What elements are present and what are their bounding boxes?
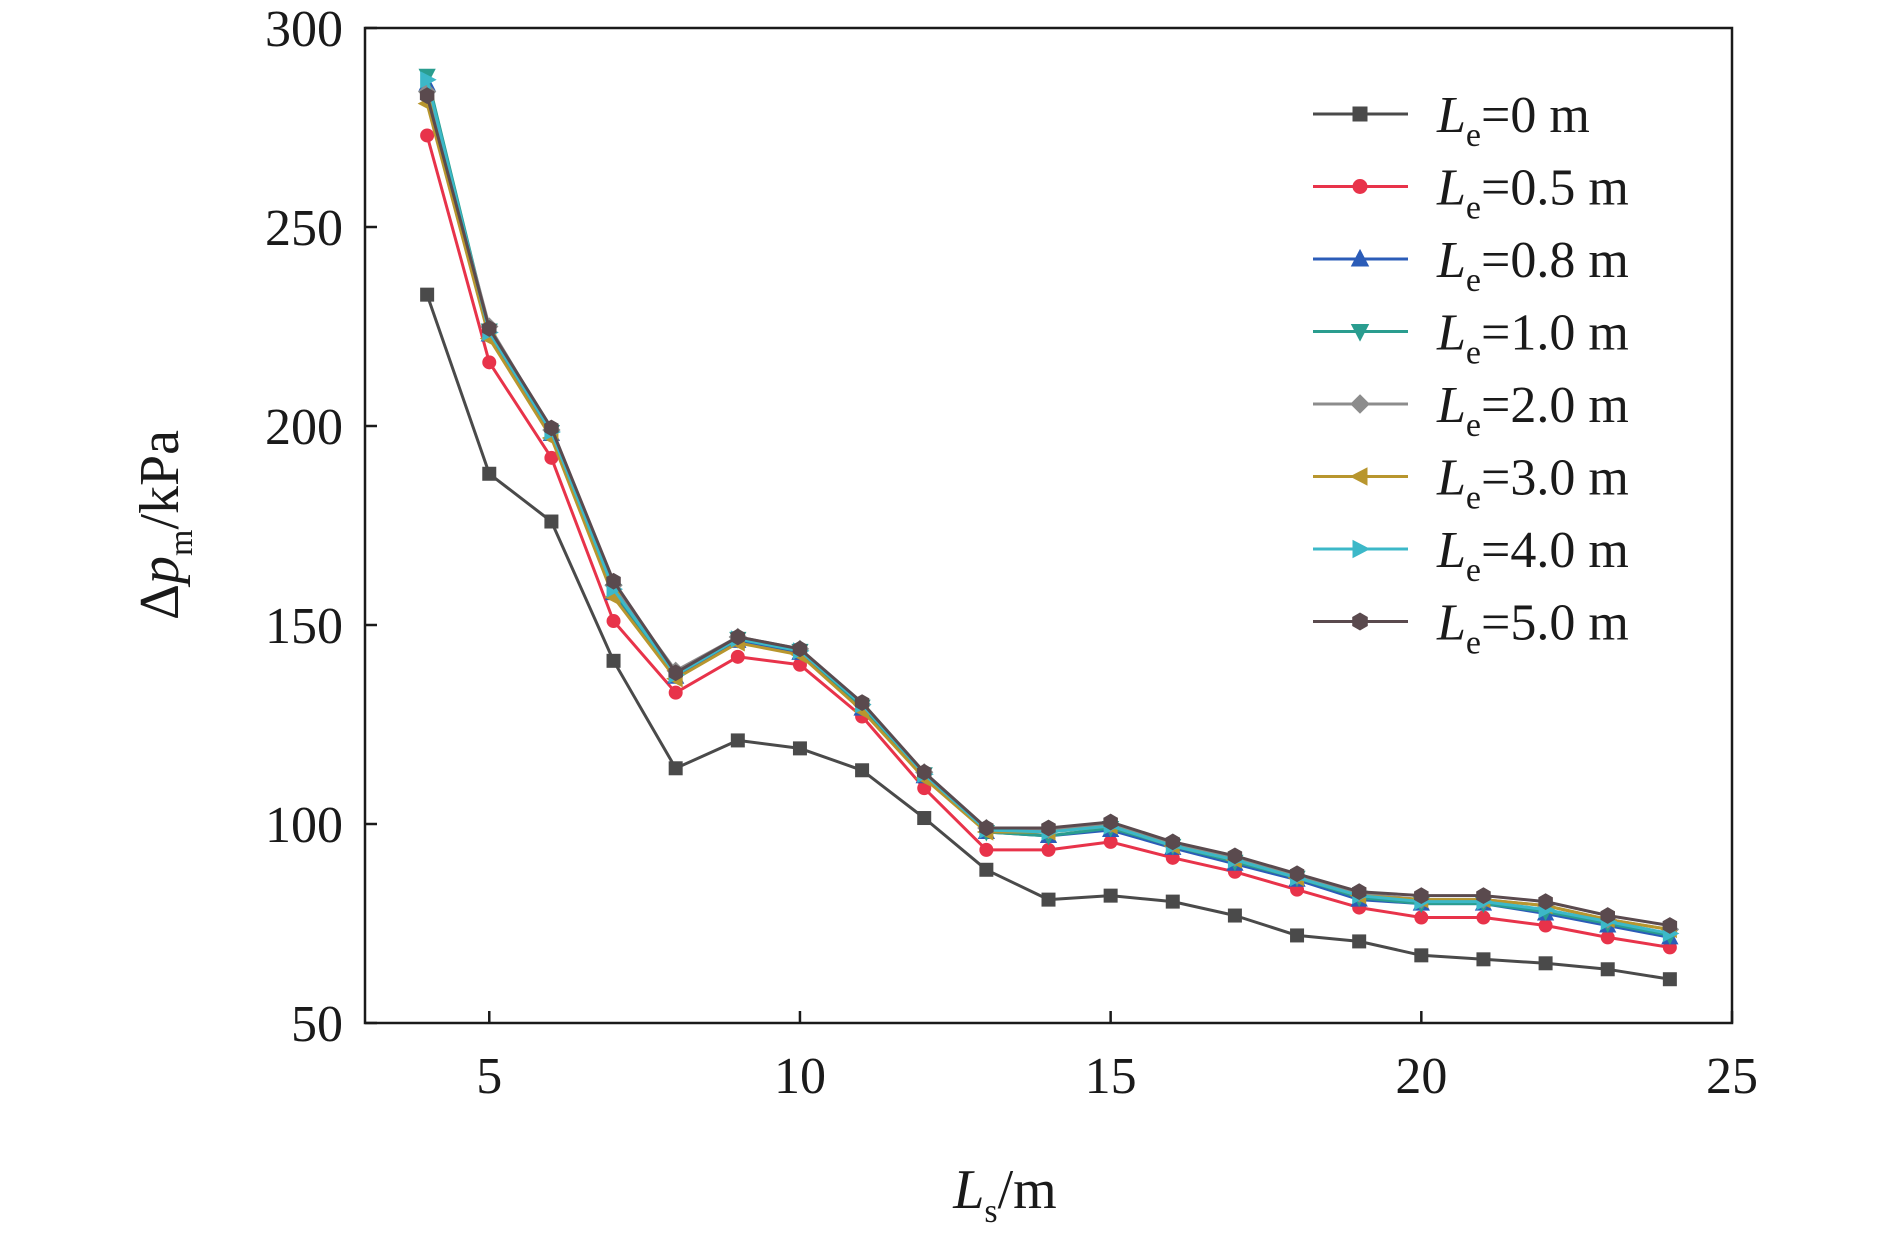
data-point: [1538, 893, 1553, 910]
legend-label: Le=0.5 m: [1436, 160, 1629, 227]
legend-label: Le=0.8 m: [1436, 232, 1629, 299]
legend-item: Le=5.0 m: [1313, 595, 1629, 662]
x-tick-label: 10: [774, 1048, 826, 1105]
series-line: [425, 95, 1671, 927]
data-point: [917, 811, 932, 826]
x-tick-label: 25: [1706, 1048, 1758, 1105]
series-5: [417, 94, 1677, 939]
data-point: [1289, 865, 1305, 883]
data-point: [482, 466, 497, 481]
data-point: [1476, 887, 1491, 905]
data-point: [1662, 917, 1678, 934]
data-point: [1538, 956, 1553, 971]
y-axis-title: Δpm/kPa: [129, 430, 200, 620]
data-point: [1352, 934, 1367, 949]
data-point: [792, 640, 808, 658]
data-point: [1103, 813, 1118, 831]
data-point: [979, 842, 994, 857]
legend-item: Le=0.8 m: [1313, 232, 1629, 299]
plot-frame: [363, 26, 1734, 1025]
legend-item: Le=4.0 m: [1313, 522, 1629, 589]
data-point: [482, 320, 497, 337]
data-point: [668, 664, 683, 682]
data-point: [1600, 907, 1615, 924]
data-point: [855, 763, 870, 778]
y-tick-label: 150: [265, 598, 343, 655]
legend-marker: [1350, 394, 1370, 414]
legend-label: Le=1.0 m: [1436, 305, 1629, 372]
series-7: [419, 87, 1678, 934]
legend-item: Le=2.0 m: [1313, 377, 1629, 444]
data-point: [419, 87, 435, 105]
series-0: [420, 287, 1677, 987]
data-point: [606, 653, 621, 668]
data-point: [916, 763, 932, 781]
x-axis: 5 10 15 20 25: [476, 1011, 1758, 1105]
legend-label: Le=2.0 m: [1436, 377, 1629, 444]
data-point: [792, 741, 807, 756]
y-tick-label: 250: [265, 200, 343, 257]
data-point: [1103, 888, 1118, 903]
legend-item: Le=3.0 m: [1313, 450, 1629, 517]
data-point: [854, 694, 870, 711]
data-point: [1662, 972, 1677, 987]
legend-marker: [1352, 106, 1368, 122]
data-point: [668, 685, 683, 700]
x-tick-label: 15: [1085, 1048, 1137, 1105]
data-point: [1041, 892, 1056, 907]
data-point: [730, 628, 746, 646]
data-point: [1165, 833, 1181, 851]
legend-marker: [1350, 324, 1370, 342]
data-point: [730, 733, 745, 748]
data-point: [979, 862, 994, 877]
data-point: [668, 761, 683, 776]
data-point: [1414, 887, 1429, 905]
data-point: [606, 572, 621, 590]
legend-item: Le=0 m: [1313, 87, 1590, 154]
legend-marker: [1352, 539, 1371, 559]
x-tick-label: 20: [1395, 1048, 1447, 1105]
legend-marker: [1349, 467, 1368, 486]
data-point: [482, 355, 497, 370]
legend: Le=0 mLe=0.5 mLe=0.8 mLe=1.0 mLe=2.0 mLe…: [1313, 87, 1629, 662]
legend-marker: [1352, 179, 1368, 194]
legend-label: Le=5.0 m: [1436, 595, 1629, 662]
x-axis-title: Ls/m: [952, 1159, 1057, 1230]
y-tick-label: 100: [265, 797, 343, 854]
legend-marker: [1352, 612, 1368, 631]
legend-item: Le=0.5 m: [1313, 160, 1629, 227]
legend-label: Le=4.0 m: [1436, 522, 1629, 589]
data-point: [1290, 928, 1305, 943]
legend-marker: [1350, 248, 1370, 267]
data-point: [979, 819, 994, 837]
data-point: [420, 71, 437, 89]
data-point: [1414, 948, 1429, 963]
x-tick-label: 5: [476, 1048, 502, 1105]
y-tick-label: 300: [265, 1, 343, 58]
legend-label: Le=3.0 m: [1436, 450, 1629, 517]
data-point: [1227, 908, 1242, 923]
data-point: [1041, 819, 1056, 837]
data-point: [606, 614, 621, 629]
y-tick-label: 50: [291, 996, 343, 1053]
data-point: [1476, 952, 1491, 967]
y-tick-label: 200: [265, 399, 343, 456]
data-point: [420, 128, 435, 143]
data-point: [1227, 847, 1243, 865]
legend-label: Le=0 m: [1436, 87, 1590, 154]
y-axis: 50 100 150 200 250 300: [265, 1, 377, 1053]
series-line: [425, 91, 1671, 931]
data-point: [1600, 962, 1615, 977]
data-point: [544, 419, 559, 437]
data-point: [1351, 883, 1367, 901]
data-point: [420, 287, 435, 302]
data-point: [544, 514, 559, 529]
data-point: [730, 649, 745, 664]
data-point: [1165, 894, 1180, 909]
series-layer: [417, 68, 1680, 987]
series-line: [425, 103, 1671, 931]
legend-item: Le=1.0 m: [1313, 305, 1629, 372]
